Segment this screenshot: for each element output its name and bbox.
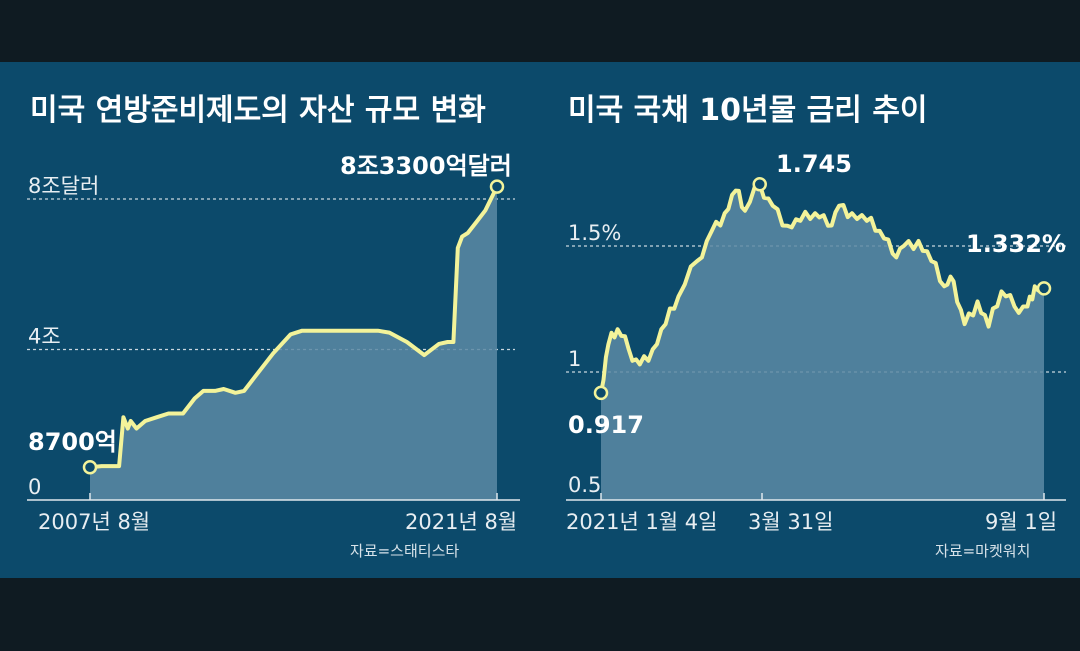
- right-start-label: 0.917: [568, 411, 644, 439]
- y-tick-label: 1.5%: [568, 221, 621, 245]
- right-end-label: 1.332%: [966, 230, 1066, 258]
- right-peak-label: 1.745: [776, 150, 852, 178]
- left-line: [88, 184, 499, 470]
- right-x-tick-label-2: 3월 31일: [748, 510, 833, 534]
- left-x-tick-label-start: 2007년 8월: [38, 510, 150, 534]
- left-x-tick-label-end: 2021년 8월: [405, 510, 517, 534]
- right-x-tick-label-3: 9월 1일: [985, 510, 1057, 534]
- right-peak-marker: [752, 177, 767, 192]
- right-line: [599, 182, 1046, 395]
- left-start-label: 8700억: [28, 428, 117, 456]
- y-tick-label: 8조달러: [28, 174, 99, 198]
- right-x-tick-label-1: 2021년 1월 4일: [566, 510, 717, 534]
- left-source: 자료=스태티스타: [350, 542, 459, 560]
- left-start-marker: [82, 460, 98, 475]
- y-tick-label: 0: [28, 475, 41, 499]
- left-end-label: 8조3300억달러: [340, 152, 512, 180]
- y-tick-label: 1: [568, 347, 581, 371]
- y-tick-label: 0.5: [568, 473, 601, 497]
- left-title: 미국 연방준비제도의 자산 규모 변화: [30, 93, 486, 128]
- right-title: 미국 국채 10년물 금리 추이: [568, 93, 928, 128]
- right-start-marker: [593, 385, 609, 401]
- right-end-marker: [1036, 281, 1052, 296]
- fed-assets-chart: 미국 연방준비제도의 자산 규모 변화 8조달러 4조 0 2007년 8월 202…: [27, 93, 520, 560]
- left-end-marker: [489, 179, 505, 194]
- left-area: [90, 186, 497, 500]
- right-source: 자료=마켓워치: [935, 542, 1030, 560]
- treasury-yield-chart: 미국 국채 10년물 금리 추이 1.5% 1 0.5 2021년 1월 4일 3월…: [566, 93, 1066, 560]
- y-tick-label: 4조: [28, 325, 61, 349]
